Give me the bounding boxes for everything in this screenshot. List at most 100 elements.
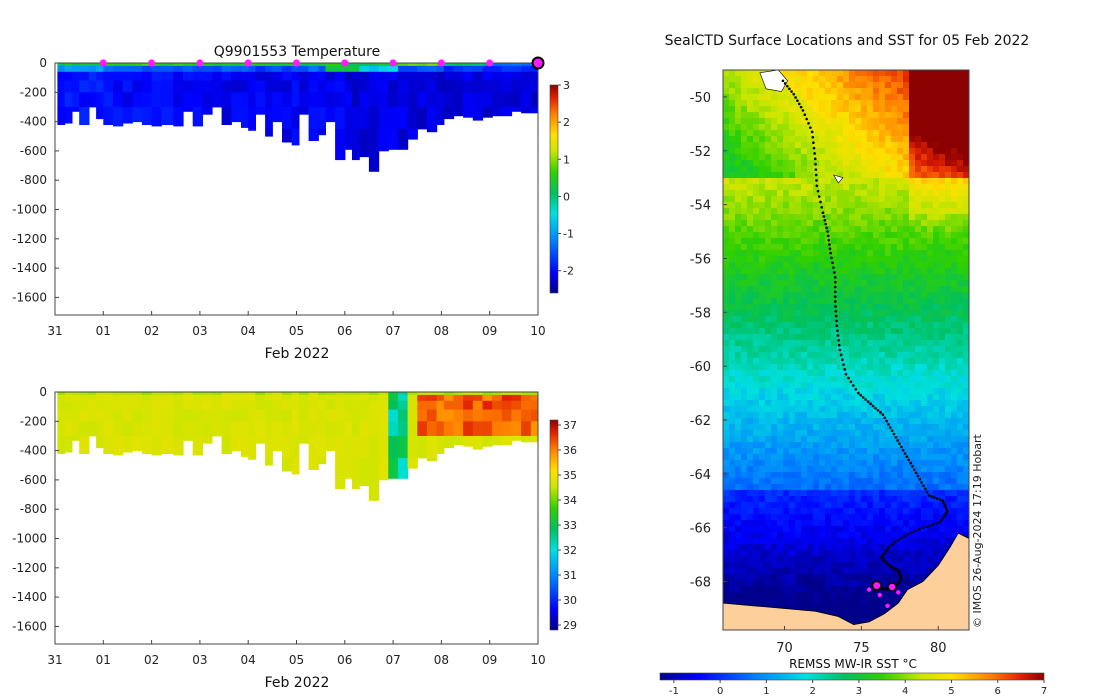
sst-cell — [735, 286, 742, 293]
sst-cell — [915, 82, 922, 89]
section-cell — [417, 400, 428, 410]
sst-cell — [879, 478, 886, 485]
sst-cell — [897, 538, 904, 545]
sst-cell — [723, 472, 730, 479]
sst-cell — [927, 352, 934, 359]
sst-cell — [813, 208, 820, 215]
sst-cell — [861, 496, 868, 503]
sst-cell — [729, 100, 736, 107]
sst-cell — [843, 610, 850, 617]
sst-cell — [855, 592, 862, 599]
sst-cell — [897, 268, 904, 275]
sst-cell — [921, 544, 928, 551]
sst-cell — [957, 124, 964, 131]
sst-cell — [879, 190, 886, 197]
sst-cell — [879, 124, 886, 131]
sst-cell — [735, 496, 742, 503]
section-cell — [183, 409, 194, 422]
sst-cell — [945, 232, 952, 239]
sst-cell — [963, 238, 969, 245]
sst-cell — [795, 184, 802, 191]
sst-cell — [933, 334, 940, 341]
sst-cell — [879, 364, 886, 371]
sst-cell — [855, 208, 862, 215]
sst-cell — [795, 106, 802, 113]
sst-cell — [789, 364, 796, 371]
sst-cell — [831, 466, 838, 473]
sst-cell — [789, 520, 796, 527]
sst-cell — [873, 508, 880, 515]
sst-cell — [879, 118, 886, 125]
section-cell — [407, 71, 418, 81]
sst-cell — [789, 340, 796, 347]
sst-cell — [891, 574, 898, 581]
sst-cell — [843, 436, 850, 443]
sst-cell — [777, 592, 784, 599]
section-cell — [132, 80, 143, 93]
sst-cell — [729, 496, 736, 503]
sst-cell — [723, 232, 730, 239]
sst-cell — [771, 538, 778, 545]
section-cell — [291, 457, 300, 475]
section-cell — [88, 71, 97, 81]
sst-cell — [729, 364, 736, 371]
sst-cell — [891, 214, 898, 221]
sst-cell — [819, 580, 826, 587]
track-point — [810, 130, 814, 134]
sst-cell — [789, 112, 796, 119]
sst-cell — [723, 88, 730, 95]
sst-cell — [747, 478, 754, 485]
sst-cell — [897, 346, 904, 353]
sst-cell — [777, 478, 784, 485]
y-tick-label: -1400 — [12, 261, 47, 275]
sst-cell — [831, 244, 838, 251]
section-cell — [161, 63, 174, 67]
sst-cell — [777, 328, 784, 335]
sst-cell — [765, 508, 772, 515]
sst-cell — [885, 400, 892, 407]
sst-cell — [741, 472, 748, 479]
sst-cell — [921, 196, 928, 203]
section-cell — [368, 107, 380, 130]
sst-cell — [795, 604, 802, 611]
section-cell — [492, 394, 503, 402]
sst-cell — [795, 382, 802, 389]
section-cell — [352, 80, 360, 93]
section-cell — [221, 63, 232, 67]
sst-cell — [807, 538, 814, 545]
sst-cell — [753, 586, 760, 593]
sst-cell — [795, 322, 802, 329]
section-cell — [96, 392, 104, 396]
sst-cell — [945, 376, 952, 383]
sst-cell — [867, 490, 874, 497]
sst-cell — [903, 190, 910, 197]
sst-cell — [963, 394, 969, 401]
section-cell — [161, 421, 174, 437]
sst-cell — [831, 214, 838, 221]
section-cell — [173, 421, 184, 437]
sst-cell — [753, 592, 760, 599]
sst-cell — [807, 430, 814, 437]
section-cell — [482, 65, 493, 73]
sst-cell — [945, 310, 952, 317]
sst-cell — [885, 388, 892, 395]
sst-cell — [831, 430, 838, 437]
y-tick-label: -800 — [20, 173, 47, 187]
sst-cell — [771, 196, 778, 203]
sst-cell — [777, 148, 784, 155]
sst-cell — [741, 466, 748, 473]
colorbar-tick-label: 0 — [563, 190, 570, 203]
sst-cell — [849, 412, 856, 419]
sst-cell — [915, 76, 922, 83]
sst-cell — [819, 508, 826, 515]
sst-cell — [903, 430, 910, 437]
sst-cell — [723, 598, 730, 605]
sst-cell — [765, 364, 772, 371]
sst-cell — [759, 202, 766, 209]
sst-cell — [873, 166, 880, 173]
sst-cell — [963, 376, 969, 383]
sst-cell — [897, 322, 904, 329]
sst-cell — [753, 550, 760, 557]
sst-cell — [945, 178, 952, 185]
sst-cell — [741, 136, 748, 143]
